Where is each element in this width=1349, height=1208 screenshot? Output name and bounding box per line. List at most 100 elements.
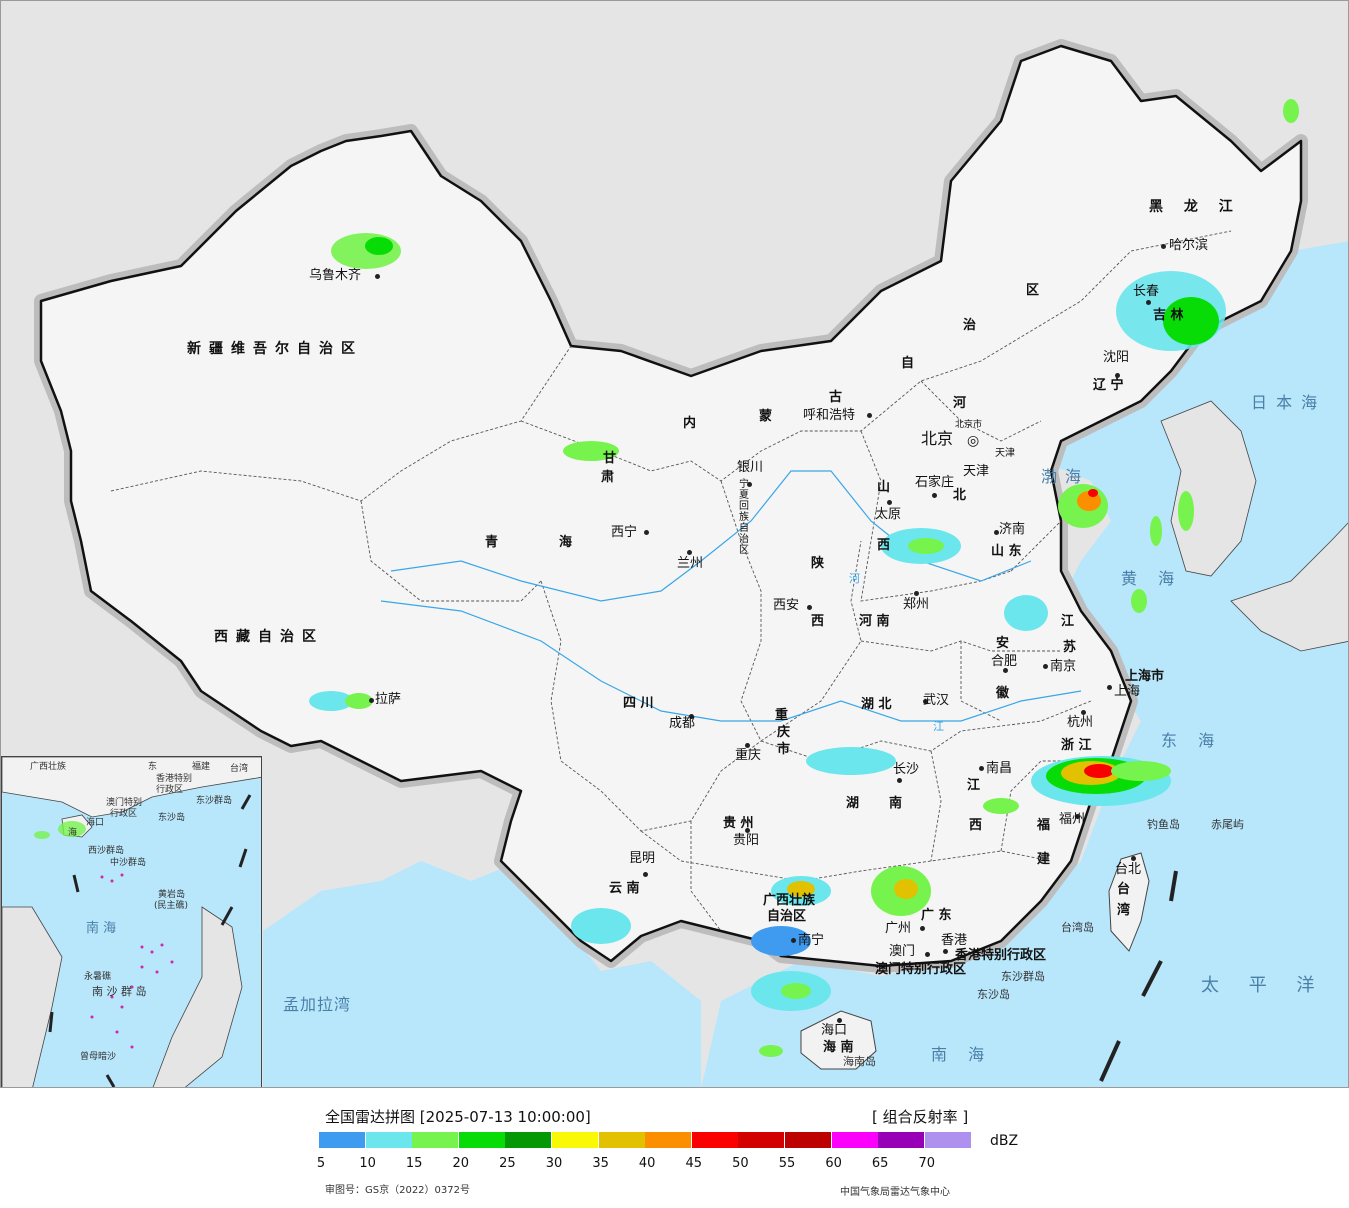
scale-swatch bbox=[785, 1132, 832, 1148]
scale-swatch bbox=[878, 1132, 925, 1148]
city-dot bbox=[745, 828, 750, 833]
label-xizang: 西藏自治区 bbox=[214, 629, 324, 645]
scale-tick-label: 30 bbox=[545, 1156, 563, 1171]
island-dongsha: 东沙群岛 bbox=[1001, 970, 1045, 983]
scale-tick-label: 35 bbox=[592, 1156, 609, 1171]
label-shanxi-2: 西 bbox=[877, 538, 891, 553]
label-shanghai: 上海市 bbox=[1125, 669, 1165, 684]
city-dot bbox=[1075, 814, 1080, 819]
sea-mengjialawan: 孟加拉湾 bbox=[283, 995, 352, 1014]
inset-label-macau: 澳门特别 bbox=[106, 798, 143, 808]
city-dot bbox=[897, 778, 902, 783]
sea-donghai: 东 海 bbox=[1161, 731, 1223, 750]
scale-swatch bbox=[505, 1132, 552, 1148]
scale-tick-label: 60 bbox=[825, 1156, 842, 1171]
inset-label-hk-2: 行政区 bbox=[156, 785, 184, 795]
inset-label-xisha: 西沙群岛 bbox=[88, 846, 125, 856]
radar-map: 新疆维吾尔自治区 西藏自治区 青 海 甘 四 川 云 南 贵 州 广西壮族 自治… bbox=[0, 0, 1349, 1088]
city-haikou: 海口 bbox=[821, 1023, 848, 1038]
inset-label-yongshu: 永暑礁 bbox=[84, 972, 112, 982]
city-dot bbox=[369, 698, 374, 703]
capital-icon: ◎ bbox=[967, 433, 980, 449]
scale-tick-label: 55 bbox=[778, 1156, 796, 1171]
scale-tick-label: 10 bbox=[359, 1156, 376, 1171]
label-chongqing-2: 庆 bbox=[777, 725, 791, 740]
city-dot bbox=[747, 482, 752, 487]
label-neimenggu-2: 蒙 bbox=[759, 409, 773, 424]
city-shanghai: 上海 bbox=[1114, 684, 1141, 699]
city-dot bbox=[745, 743, 750, 748]
inset-label-fujian: 福建 bbox=[192, 762, 211, 772]
river-label-he: 河 bbox=[849, 572, 860, 585]
city-dot bbox=[807, 605, 812, 610]
scale-tick-label: 65 bbox=[871, 1156, 889, 1171]
map-canvas bbox=[34, 39, 1348, 1087]
city-dot bbox=[1131, 856, 1136, 861]
scale-tick-label: 25 bbox=[499, 1156, 516, 1171]
label-hebei-2: 北 bbox=[953, 488, 967, 503]
city-dot bbox=[375, 274, 380, 279]
scale-tick-label: 70 bbox=[918, 1156, 936, 1171]
scale-tick-label: 50 bbox=[732, 1156, 749, 1171]
city-lhasa: 拉萨 bbox=[375, 692, 402, 707]
label-henan: 河 南 bbox=[859, 614, 890, 629]
inset-label-taiwan: 台湾 bbox=[230, 764, 249, 774]
label-gansu: 甘 bbox=[603, 451, 617, 466]
city-dot bbox=[687, 550, 692, 555]
label-shanxi-1: 山 bbox=[877, 480, 891, 495]
city-jinan: 济南 bbox=[999, 522, 1026, 537]
city-nanning: 南宁 bbox=[798, 933, 825, 948]
label-neimenggu-1: 内 bbox=[683, 416, 697, 431]
label-neimenggu-3: 古 bbox=[829, 390, 843, 405]
city-changsha: 长沙 bbox=[893, 762, 920, 777]
city-hohhot: 呼和浩特 bbox=[803, 408, 856, 423]
label-hunan-2: 南 bbox=[889, 796, 903, 811]
inset-label-hainan: 海 bbox=[68, 828, 78, 838]
label-qinghai-1: 青 bbox=[485, 535, 499, 550]
label-fujian-2: 建 bbox=[1037, 852, 1051, 867]
city-kunming: 昆明 bbox=[629, 851, 656, 866]
label-yunnan: 云 南 bbox=[609, 881, 640, 896]
city-dot bbox=[837, 1018, 842, 1023]
legend-product: [ 组合反射率 ] bbox=[872, 1108, 969, 1126]
sea-japan bbox=[1201, 301, 1348, 481]
label-hunan-1: 湖 bbox=[846, 796, 860, 811]
label-xinjiang: 新疆维吾尔自治区 bbox=[187, 341, 363, 357]
city-taibei: 台北 bbox=[1115, 862, 1142, 877]
city-beijingshi: 北京市 bbox=[955, 420, 983, 430]
city-shijiazhuang: 石家庄 bbox=[915, 475, 955, 490]
city-nanchang: 南昌 bbox=[986, 761, 1013, 776]
label-hebei-1: 河 bbox=[953, 396, 967, 411]
city-guiyang: 贵阳 bbox=[733, 833, 760, 848]
inset-label-dong: 东 bbox=[148, 762, 158, 772]
label-neimenggu-5: 治 bbox=[963, 318, 977, 333]
sea-ribenhai: 日 本 海 bbox=[1251, 393, 1320, 412]
city-hangzhou: 杭州 bbox=[1067, 715, 1094, 730]
legend-unit: dBZ bbox=[990, 1133, 1019, 1149]
scale-tick-label: 5 bbox=[316, 1156, 326, 1171]
city-tianjinshi: 天津 bbox=[995, 448, 1015, 459]
inset-label-dongsha: 东沙群岛 bbox=[196, 796, 233, 806]
scale-tick-label: 20 bbox=[452, 1156, 470, 1171]
city-dot bbox=[1081, 710, 1086, 715]
city-changchun: 长春 bbox=[1133, 284, 1160, 299]
dash-marks bbox=[1099, 870, 1178, 1082]
label-ningxia: 宁夏回族自治区 bbox=[739, 479, 749, 556]
label-fujian-1: 福 bbox=[1037, 818, 1051, 833]
inset-label-zengmu: 曾母暗沙 bbox=[80, 1052, 117, 1062]
city-fuzhou: 福州 bbox=[1059, 812, 1086, 827]
scale-tick-label: 40 bbox=[638, 1156, 656, 1171]
label-anhui-1: 安 bbox=[996, 636, 1010, 651]
province-borders bbox=[110, 230, 1232, 932]
city-xianggang: 香港 bbox=[941, 933, 968, 948]
land-hainan bbox=[800, 1010, 877, 1070]
city-dot bbox=[1043, 664, 1048, 669]
label-anhui-2: 徽 bbox=[996, 686, 1010, 701]
label-zhejiang: 浙 江 bbox=[1061, 738, 1092, 753]
inset-label-macau-2: 行政区 bbox=[110, 809, 138, 819]
label-neimenggu-4: 自 bbox=[901, 356, 915, 371]
label-macau-sar: 澳门特别行政区 bbox=[875, 962, 967, 977]
scale-swatch bbox=[924, 1132, 971, 1148]
city-xian: 西安 bbox=[773, 598, 800, 613]
inset-label-huangyan: 黄岩岛 bbox=[158, 890, 186, 900]
